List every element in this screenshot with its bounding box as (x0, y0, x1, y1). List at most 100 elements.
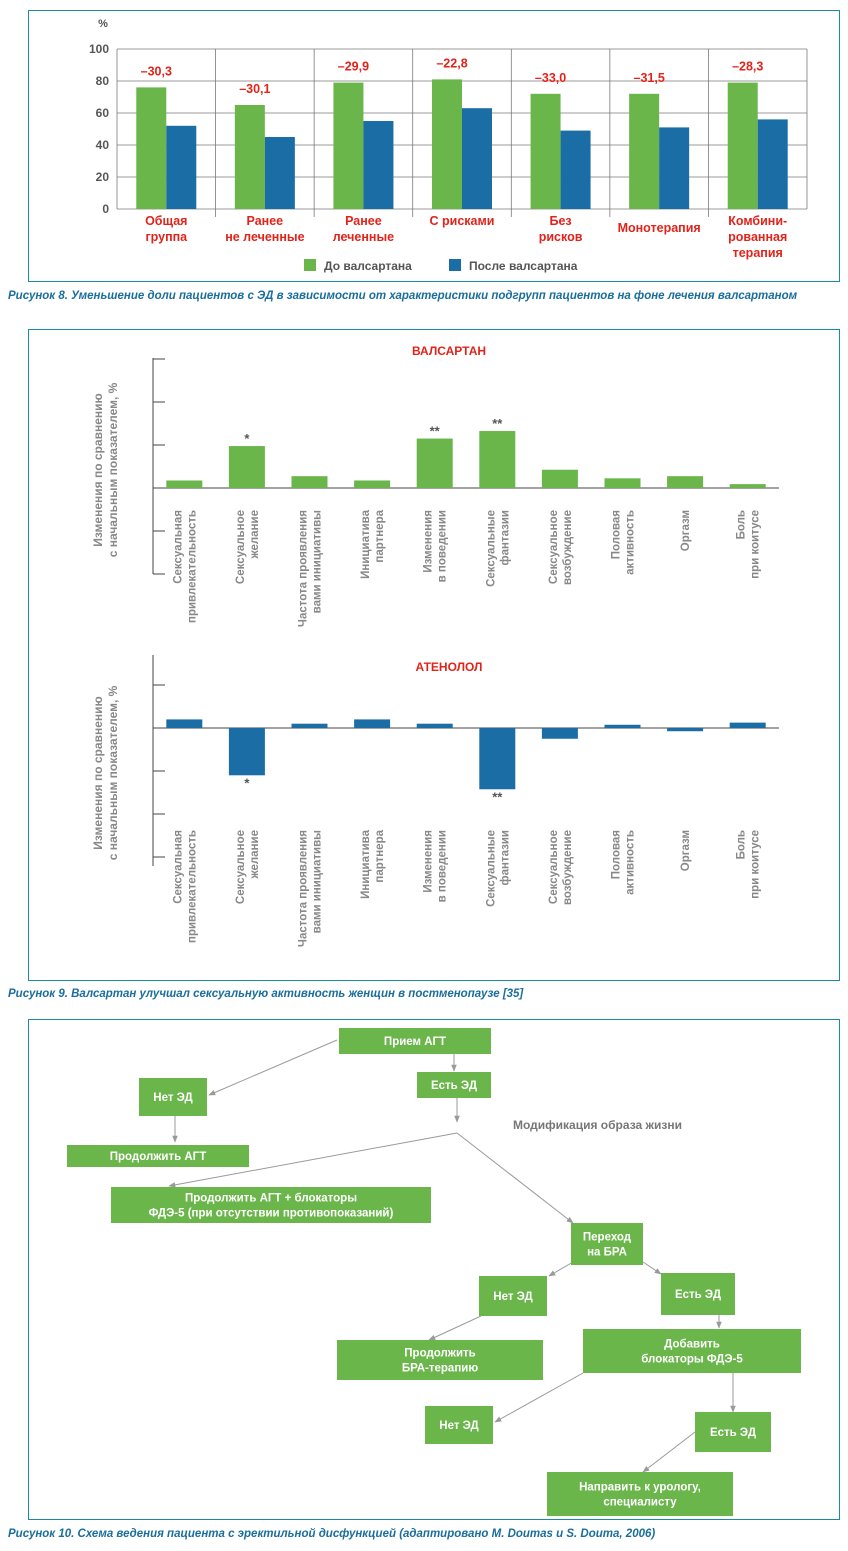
side-note: Модификация образа жизни (513, 1118, 682, 1132)
bar-before (727, 82, 758, 209)
bar-after (363, 121, 394, 209)
bar (228, 728, 265, 776)
category-label: Оргазм (680, 510, 692, 551)
category-label-line: при коитусе (750, 830, 762, 899)
category-label-line: в поведении (437, 510, 449, 582)
category-label-line: Сексуальное (548, 510, 560, 584)
bar (166, 719, 203, 728)
flow-arrow (456, 1132, 574, 1224)
flow-node-n6 (571, 1223, 643, 1265)
flow-node-n8 (661, 1273, 735, 1315)
bar (729, 722, 766, 728)
bar-before (432, 79, 462, 210)
y-axis-label-line: с начальным показателем, % (106, 382, 120, 557)
change-annotation: –33,0 (535, 71, 566, 85)
change-annotation: –28,3 (732, 60, 763, 74)
bar-after (659, 127, 690, 209)
category-label: терапия (733, 246, 783, 260)
figure-10-flowchart: Прием АГТ Нет ЭД Есть ЭД Продолжить АГТ Прод… (67, 1028, 801, 1516)
chart-title: АТЕНОЛОЛ (416, 660, 483, 674)
flow-node-label: Переход (583, 1232, 632, 1244)
flow-node-label: на БРА (587, 1247, 627, 1259)
bar (228, 446, 265, 488)
category-label-line: Изменения (423, 830, 435, 893)
category-label: Инициатива партнера (360, 829, 386, 898)
category-label-line: Частота проявления (298, 510, 310, 627)
flow-node-label: Продолжить АГТ (110, 1151, 206, 1163)
bar (729, 484, 766, 488)
flow-arrow (642, 1261, 662, 1275)
bar (667, 476, 704, 488)
category-label-line: активность (625, 510, 637, 575)
category-label-line: Сексуальное (235, 510, 247, 584)
flow-node-label: Нет ЭД (493, 1291, 532, 1303)
category-label-line: возбуждение (562, 830, 574, 905)
figure-8-chart: 0 20 40 60 80 100% –30,3 Общая группа –30,1 Ранее н… (89, 18, 808, 273)
bar (354, 719, 391, 728)
y-tick-label: 0 (102, 202, 109, 216)
category-label-line: привлекательность (186, 830, 198, 943)
category-label-line: активность (625, 830, 637, 895)
category-label: Изменения в поведении (423, 830, 449, 902)
flow-arrow (428, 1315, 482, 1341)
category-label-line: возбуждение (562, 510, 574, 585)
bar-before (629, 93, 660, 209)
change-annotation: –31,5 (634, 71, 665, 85)
flow-node-n11 (425, 1406, 493, 1444)
category-label: не леченные (225, 230, 304, 244)
legend-swatch (304, 259, 316, 271)
category-label: Монотерапия (618, 221, 701, 235)
y-tick-label: 100 (89, 42, 109, 56)
flow-node-n9 (337, 1340, 543, 1380)
bar-after (560, 130, 591, 209)
category-label: Сексуальное возбуждение (548, 510, 574, 585)
bar-before (136, 87, 167, 209)
significance-marker: * (244, 775, 250, 790)
bar (479, 431, 516, 488)
category-label-line: при коитусе (750, 510, 762, 579)
figure-9-caption: Рисунок 9. Валсартан улучшал сексуальную… (8, 988, 524, 1000)
bar-after (264, 137, 295, 209)
category-label-line: желание (249, 830, 261, 880)
bar-before (234, 105, 265, 209)
category-label-line: привлекательность (186, 510, 198, 623)
category-label-line: Боль (736, 830, 748, 859)
figure-9-panel: ВАЛСАРТАН Изменения по сравнениюс начальн… (28, 329, 840, 981)
flow-node-n10 (583, 1329, 801, 1373)
change-annotation: –30,3 (141, 64, 172, 78)
bar (604, 724, 641, 728)
category-label-line: Сексуальное (235, 830, 247, 904)
y-tick-label: 20 (96, 170, 110, 184)
category-label-line: фантазии (499, 510, 511, 565)
category-label-line: Оргазм (680, 510, 692, 551)
category-label-line: желание (249, 510, 261, 560)
flow-node-label: Направить к урологу, (579, 1482, 701, 1494)
category-label: Без (549, 214, 571, 228)
flow-node-n13 (547, 1472, 733, 1516)
category-label: Изменения в поведении (423, 510, 449, 582)
figure-8-caption: Рисунок 8. Уменьшение доли пациентов с Э… (8, 290, 798, 302)
category-label: Боль при коитусе (736, 510, 762, 579)
flow-node-label: Продолжить АГТ + блокаторы (185, 1193, 357, 1205)
bar-before (333, 82, 364, 209)
flow-node-label: Продолжить (404, 1348, 475, 1360)
category-label: Общая (145, 214, 187, 228)
bar-before (530, 93, 561, 209)
bar (416, 723, 453, 728)
flow-arrow (168, 1132, 458, 1188)
category-label: Комбини- (728, 214, 787, 228)
flow-node-label: Добавить (664, 1339, 720, 1351)
category-label: Боль при коитусе (736, 830, 762, 899)
category-label: Ранее (247, 214, 284, 228)
bar-after (462, 108, 492, 209)
category-label: рисков (539, 230, 583, 244)
category-label: рованная (728, 230, 787, 244)
category-label-line: Боль (736, 510, 748, 539)
category-label: Сексуальная привлекательность (172, 510, 198, 623)
category-label-line: Сексуальная (172, 830, 184, 904)
category-label-line: вами инициативы (312, 830, 324, 933)
y-axis-label-line: Изменения по сравнению (91, 393, 105, 547)
significance-marker: * (244, 431, 250, 446)
flow-node-label: Нет ЭД (439, 1420, 478, 1432)
